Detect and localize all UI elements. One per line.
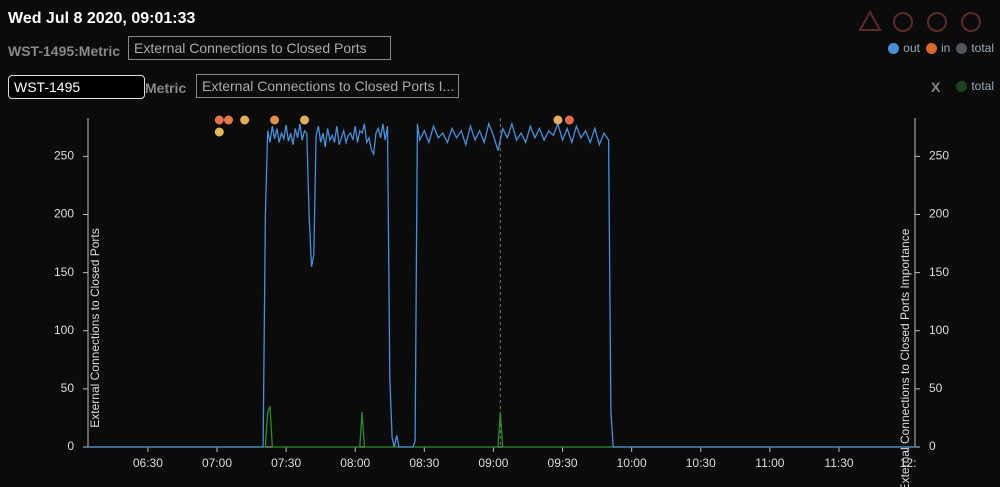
host-input[interactable]: WST-1495 [8,75,145,99]
event-marker [214,115,224,125]
x-tick-label: 08:30 [409,456,439,470]
legend-item[interactable]: total [956,41,994,55]
timestamp: Wed Jul 8 2020, 09:01:33 [8,10,196,27]
event-marker [240,115,250,125]
event-marker [564,115,574,125]
y-tick-label: 100 [54,323,74,337]
icon[interactable] [961,12,981,32]
y2-tick-label: 150 [929,265,949,279]
close-button[interactable]: X [931,79,941,95]
y-tick-label: 250 [54,149,74,163]
y2-tick-label: 50 [929,381,943,395]
legend-swatch [956,42,968,54]
x-tick-label: 09:30 [548,456,578,470]
x-tick-label: 10:00 [617,456,647,470]
event-marker [214,127,224,137]
y2-tick-label: 0 [929,439,936,453]
alert-icon[interactable] [858,9,882,31]
series-line [88,406,915,448]
y2-axis-label: External Connections to Closed Ports Imp… [898,228,912,487]
y2-tick-label: 250 [929,149,949,163]
metric-label: Metric [145,80,187,96]
legend-swatch [888,42,900,54]
metric-input[interactable]: External Connections to Closed Ports [128,36,391,60]
event-marker [553,115,563,125]
row-label: WST-1495:Metric [8,43,121,59]
y-tick-label: 50 [61,381,75,395]
icon[interactable] [893,12,913,32]
legend-item[interactable]: in [925,41,951,55]
legend-label: total [971,41,994,55]
x-tick-label: 12: [900,456,917,470]
series-line [88,121,915,448]
y-tick-label: 200 [54,207,74,221]
x-tick-label: 09:00 [478,456,508,470]
metric-input[interactable]: External Connections to Closed Ports I..… [196,74,459,98]
legend-label: total [971,79,994,93]
legend-swatch [956,80,968,92]
event-marker [270,115,280,125]
icon[interactable] [927,12,947,32]
x-tick-label: 08:00 [340,456,370,470]
legend-swatch [925,42,937,54]
y-axis-label: External Connections to Closed Ports [88,228,102,427]
event-marker [224,115,234,125]
x-tick-label: 07:30 [271,456,301,470]
legend-label: in [940,41,951,55]
toolbar-icons [858,9,981,32]
x-tick-label: 06:30 [133,456,163,470]
legend: out in total [888,41,994,55]
y2-tick-label: 100 [929,323,949,337]
legend-item[interactable]: total [956,79,994,93]
chart: External Connections to Closed Ports Ext… [54,115,949,487]
x-tick-label: 10:30 [686,456,716,470]
event-marker [300,115,310,125]
legend: total [956,79,994,93]
legend-item[interactable]: out [888,41,920,55]
legend-label: out [903,41,920,55]
y2-tick-label: 200 [929,207,949,221]
x-tick-label: 11:00 [755,456,784,470]
y-tick-label: 150 [54,265,74,279]
x-tick-label: 11:30 [824,456,853,470]
y-tick-label: 0 [67,439,74,453]
x-tick-label: 07:00 [202,456,232,470]
